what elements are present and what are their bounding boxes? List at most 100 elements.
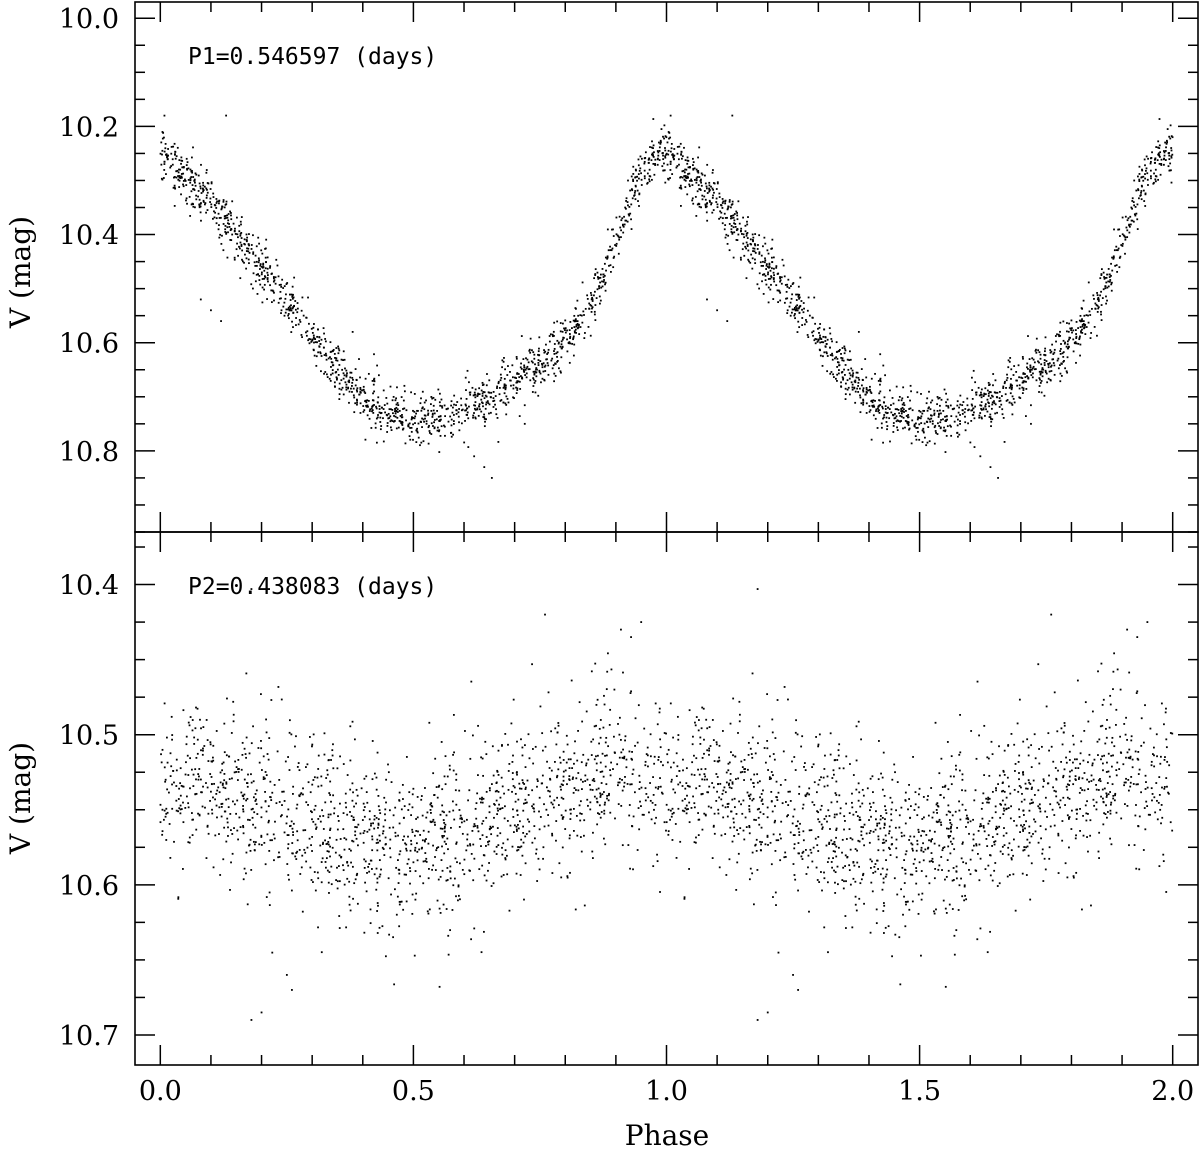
data-point xyxy=(575,323,578,326)
data-point xyxy=(307,781,310,784)
data-point xyxy=(547,348,550,351)
data-point xyxy=(534,370,536,373)
data-point xyxy=(666,761,669,764)
data-point xyxy=(595,297,598,299)
data-point xyxy=(670,142,673,145)
data-point xyxy=(928,390,930,393)
data-point xyxy=(474,388,477,391)
data-point xyxy=(439,404,442,407)
data-point xyxy=(741,771,744,773)
data-point xyxy=(827,857,830,860)
data-point xyxy=(1050,364,1053,367)
data-point xyxy=(1002,417,1005,419)
data-point xyxy=(789,301,792,304)
data-point xyxy=(556,351,559,354)
data-point xyxy=(643,160,646,163)
data-point xyxy=(694,195,697,198)
data-point xyxy=(623,785,625,788)
data-point xyxy=(830,839,833,842)
data-point xyxy=(1096,292,1098,294)
data-point xyxy=(323,354,326,356)
data-point xyxy=(1133,213,1136,216)
data-point xyxy=(1131,219,1134,222)
data-point xyxy=(904,791,907,794)
data-point xyxy=(247,243,250,246)
data-point xyxy=(485,845,487,847)
data-point xyxy=(421,839,424,842)
data-point xyxy=(687,176,689,179)
data-point xyxy=(1082,834,1085,837)
data-point xyxy=(662,158,665,161)
data-point xyxy=(409,882,411,885)
data-point xyxy=(1030,744,1033,747)
data-point xyxy=(1038,803,1041,806)
data-point xyxy=(223,215,226,218)
data-point xyxy=(220,805,223,808)
data-point xyxy=(627,844,630,846)
data-point xyxy=(1075,333,1077,335)
data-point xyxy=(970,409,973,412)
data-point xyxy=(1158,118,1161,120)
data-point xyxy=(582,310,585,313)
data-point xyxy=(292,822,295,825)
data-point xyxy=(319,844,322,847)
data-point xyxy=(774,819,777,822)
data-point xyxy=(822,335,825,338)
data-point xyxy=(637,173,640,175)
data-point xyxy=(509,371,511,373)
data-point xyxy=(538,354,541,356)
data-point xyxy=(921,830,924,832)
data-point xyxy=(740,258,742,261)
data-point xyxy=(405,849,408,852)
data-point xyxy=(776,289,779,292)
data-point xyxy=(989,397,992,400)
data-point xyxy=(438,985,441,988)
data-point xyxy=(265,896,268,898)
data-point xyxy=(1160,164,1163,166)
data-point xyxy=(420,421,422,423)
data-point xyxy=(693,167,696,170)
data-point xyxy=(628,804,631,806)
data-point xyxy=(1078,791,1081,794)
data-point xyxy=(564,327,567,330)
data-point xyxy=(1138,178,1141,181)
data-point xyxy=(222,223,225,225)
data-point xyxy=(202,190,204,193)
data-point xyxy=(877,380,880,382)
data-point xyxy=(215,217,218,220)
data-point xyxy=(515,392,518,395)
data-point xyxy=(354,826,357,828)
data-point xyxy=(199,211,202,214)
data-point xyxy=(1099,294,1102,297)
data-point xyxy=(1086,836,1088,838)
data-point xyxy=(175,769,178,772)
data-point xyxy=(1081,325,1084,328)
data-point xyxy=(890,411,893,414)
data-point xyxy=(396,895,399,898)
data-point xyxy=(999,816,1002,819)
data-point xyxy=(664,155,667,158)
data-point xyxy=(1011,413,1014,416)
data-point xyxy=(991,879,994,882)
data-point xyxy=(922,427,925,430)
data-point xyxy=(1052,353,1055,355)
data-point xyxy=(780,282,783,285)
data-point xyxy=(848,372,851,375)
data-point xyxy=(1101,724,1104,727)
data-point xyxy=(444,783,447,786)
data-point xyxy=(440,859,443,861)
data-point xyxy=(520,335,523,337)
data-point xyxy=(304,851,307,854)
data-point xyxy=(751,756,754,759)
data-point xyxy=(790,311,793,314)
data-point xyxy=(1059,372,1062,375)
data-point xyxy=(1158,154,1161,157)
data-point xyxy=(1053,789,1056,792)
data-point xyxy=(921,412,924,415)
data-point xyxy=(288,305,291,308)
data-point xyxy=(669,177,671,179)
data-point xyxy=(560,343,563,346)
data-point xyxy=(892,422,895,424)
data-point xyxy=(687,173,689,175)
data-point xyxy=(1035,337,1038,340)
